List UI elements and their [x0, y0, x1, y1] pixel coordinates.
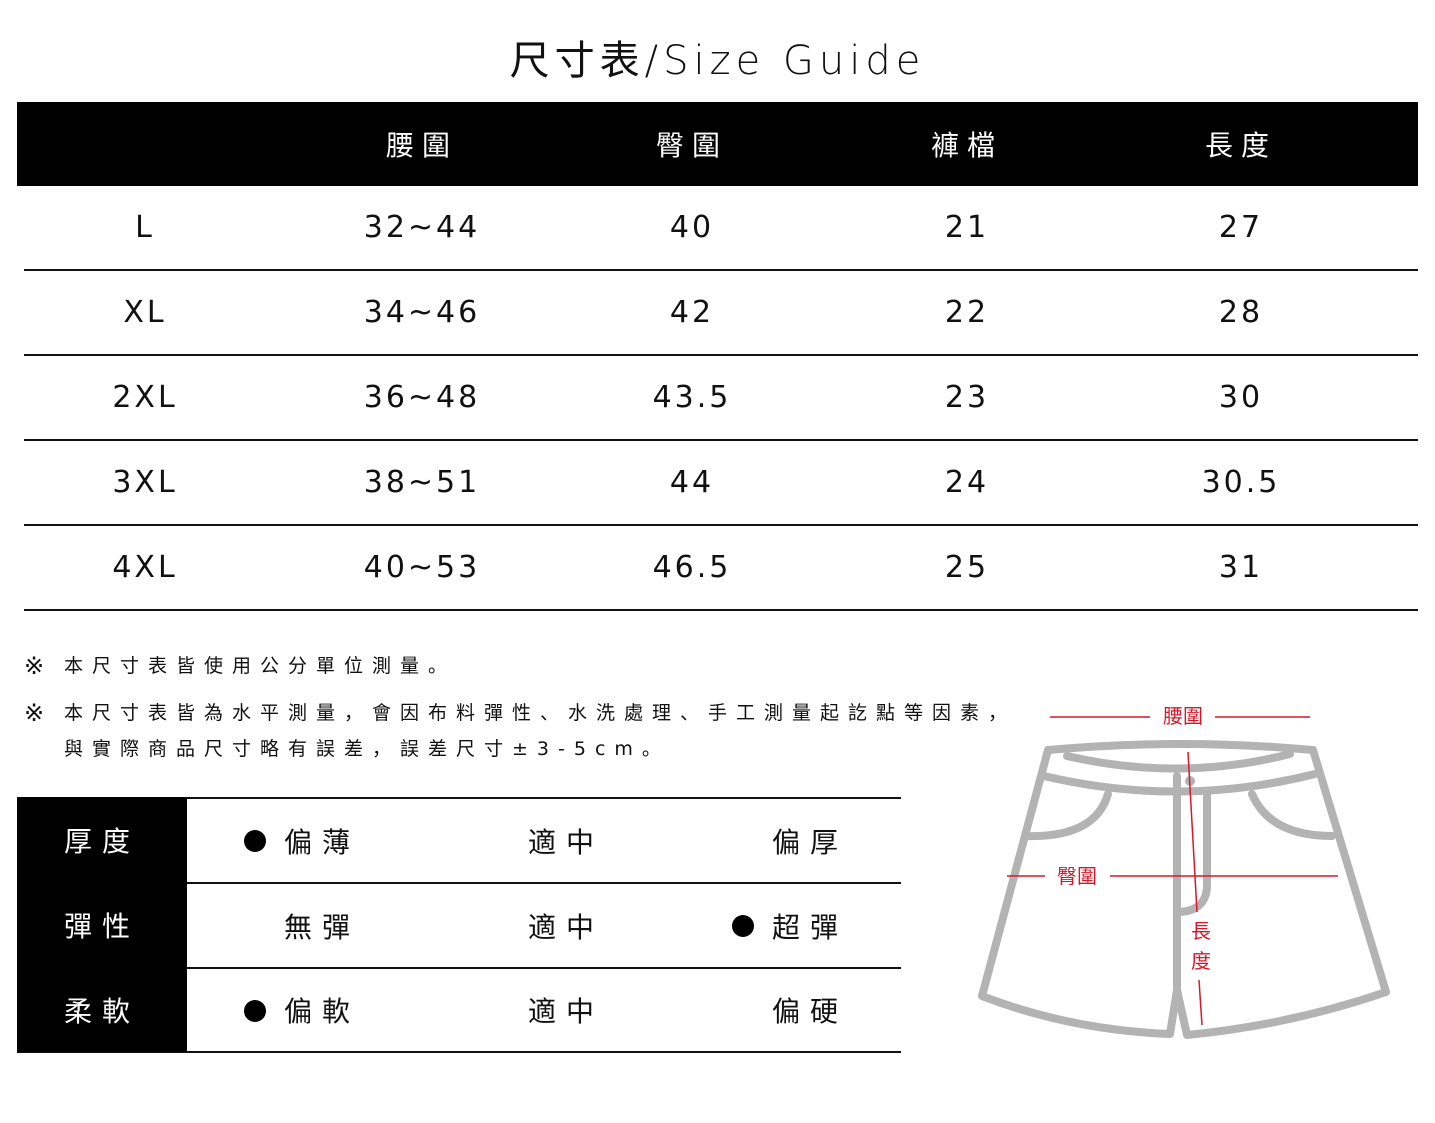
table-cell: 34~46 [363, 295, 481, 330]
attribute-label: 厚度 [17, 797, 187, 882]
table-header: 腰圍 臀圍 褲檔 長度 [17, 102, 1418, 186]
selected-dot-icon [244, 1000, 266, 1022]
reference-mark-icon: ※ [24, 652, 45, 680]
table-cell: 21 [944, 210, 990, 245]
size-label: 2XL [112, 380, 178, 415]
table-cell: 36~48 [363, 380, 481, 415]
header-waist: 腰圍 [385, 129, 458, 162]
size-label: L [135, 210, 155, 245]
size-label: XL [123, 295, 167, 330]
note-text: 本尺寸表皆使用公分單位測量。 [64, 655, 457, 677]
header-hip: 臀圍 [655, 129, 728, 162]
table-cell: 46.5 [652, 550, 732, 585]
table-row: L 32~44 40 21 27 [24, 186, 1418, 271]
table-row: 4XL 40~53 46.5 25 31 [24, 526, 1418, 611]
attribute-option: 適中 [528, 910, 605, 944]
table-cell: 43.5 [652, 380, 732, 415]
note-text: 與實際商品尺寸略有誤差，誤差尺寸±3-5cm。 [64, 738, 670, 760]
page-title: 尺寸表/Size Guide [509, 38, 926, 84]
table-row: 2XL 36~48 43.5 23 30 [24, 356, 1418, 441]
table-cell: 24 [944, 465, 990, 500]
table-cell: 28 [1218, 295, 1264, 330]
table-row: 3XL 38~51 44 24 30.5 [24, 441, 1418, 526]
length-label: 度 [1191, 949, 1211, 973]
selected-dot-icon [732, 915, 754, 937]
shorts-diagram: 腰圍 臀圍 長 度 [978, 704, 1390, 1039]
table-cell: 25 [944, 550, 990, 585]
attribute-row: 厚度 偏薄 適中 偏厚 [17, 797, 901, 882]
attribute-row: 柔軟 偏軟 適中 偏硬 [17, 967, 901, 1053]
note: ※ 本尺寸表皆使用公分單位測量。 [24, 648, 1016, 684]
header-length: 長度 [1204, 129, 1277, 162]
attribute-option: 偏薄 [284, 825, 361, 859]
table-cell: 44 [669, 465, 715, 500]
table-cell: 30.5 [1201, 465, 1281, 500]
attribute-option: 無彈 [284, 910, 361, 944]
attribute-row: 彈性 無彈 適中 超彈 [17, 882, 901, 967]
attribute-option: 偏軟 [284, 995, 361, 1028]
table-cell: 23 [944, 380, 990, 415]
length-label: 長 [1191, 919, 1211, 943]
header-cell [25, 102, 265, 186]
attribute-label: 彈性 [17, 882, 187, 967]
table-cell: 38~51 [363, 465, 481, 500]
table-cell: 32~44 [363, 210, 481, 245]
table-cell: 42 [669, 295, 715, 330]
reference-mark-icon: ※ [24, 699, 45, 727]
shorts-outline [978, 740, 1390, 1039]
attribute-label: 柔軟 [17, 967, 187, 1052]
table-cell: 40~53 [363, 550, 481, 585]
note: ※ 本尺寸表皆為水平測量，會因布料彈性、水洗處理、手工測量起訖點等因素， 與實際… [24, 695, 1016, 767]
table-cell: 31 [1218, 550, 1264, 585]
attribute-option: 超彈 [772, 910, 849, 944]
header-rise: 褲檔 [930, 129, 1003, 162]
fabric-attributes-table: 厚度 偏薄 適中 偏厚 彈性 無彈 適中 超彈 柔軟 偏軟 適中 偏硬 [17, 797, 901, 1053]
table-cell: 27 [1218, 210, 1264, 245]
size-label: 4XL [112, 550, 178, 585]
attribute-option: 適中 [528, 825, 605, 859]
note-text: 本尺寸表皆為水平測量，會因布料彈性、水洗處理、手工測量起訖點等因素， [64, 702, 1017, 724]
size-table: 腰圍 臀圍 褲檔 長度 L 32~44 40 21 27 XL 34~46 42 22 28 2XL… [17, 102, 1418, 611]
attribute-option: 適中 [528, 995, 605, 1028]
measure-lines [1007, 716, 1338, 1026]
selected-dot-icon [244, 830, 266, 852]
attribute-option: 偏厚 [772, 825, 849, 859]
table-cell: 40 [669, 210, 715, 245]
waist-label: 腰圍 [1163, 704, 1203, 728]
table-row: XL 34~46 42 22 28 [24, 271, 1418, 356]
size-label: 3XL [112, 465, 178, 500]
notes: ※ 本尺寸表皆使用公分單位測量。 ※ 本尺寸表皆為水平測量，會因布料彈性、水洗處… [24, 648, 1016, 778]
table-cell: 30 [1218, 380, 1264, 415]
hip-label: 臀圍 [1057, 864, 1097, 888]
attribute-option: 偏硬 [772, 995, 849, 1028]
table-cell: 22 [944, 295, 990, 330]
